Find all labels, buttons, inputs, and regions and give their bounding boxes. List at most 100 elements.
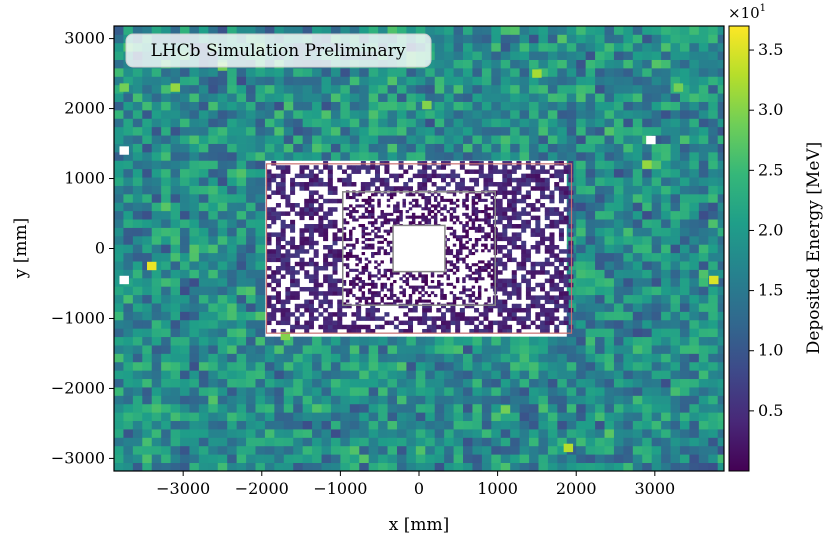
heatmap-cell [717, 126, 724, 136]
heatmap-cell [266, 177, 272, 183]
heatmap-cell [642, 303, 653, 312]
heatmap-cell [576, 135, 587, 144]
heatmap-cell [389, 260, 394, 264]
heatmap-cell [396, 26, 407, 35]
heatmap-cell [378, 336, 388, 346]
heatmap-cell [549, 299, 555, 305]
heatmap-cell [198, 395, 209, 405]
heatmap-cell [547, 34, 558, 44]
heatmap-cell [529, 420, 539, 430]
heatmap-cell [274, 126, 285, 136]
heatmap-cell [379, 316, 385, 321]
heatmap-cell [285, 316, 291, 321]
heatmap-cell [661, 370, 671, 380]
heatmap-cell [566, 118, 577, 128]
heatmap-cell [389, 274, 394, 278]
heatmap-cell [349, 420, 360, 430]
heatmap-cell [349, 243, 353, 247]
heatmap-cell [396, 296, 400, 300]
heatmap-cell [670, 101, 681, 111]
heatmap-cell [255, 277, 266, 287]
heatmap-cell [123, 185, 134, 195]
heatmap-cell [632, 76, 643, 86]
heatmap-cell [180, 93, 190, 102]
heatmap-cell [426, 328, 432, 334]
heatmap-cell [361, 268, 366, 272]
heatmap-cell [455, 257, 460, 261]
heatmap-cell [275, 211, 281, 216]
heatmap-cell [717, 328, 724, 338]
heatmap-cell [540, 169, 546, 174]
heatmap-cell [161, 84, 171, 94]
heatmap-cell [227, 101, 238, 111]
heatmap-cell [337, 249, 343, 254]
heatmap-cell [255, 202, 266, 212]
heatmap-cell [398, 328, 404, 334]
heatmap-cell [114, 42, 124, 52]
heatmap-cell [708, 387, 719, 396]
heatmap-cell [285, 240, 291, 246]
heatmap-cell [557, 101, 568, 111]
heatmap-cell [566, 109, 577, 119]
heatmap-cell [337, 324, 343, 330]
heatmap-cell [642, 126, 653, 136]
heatmap-cell [511, 291, 517, 296]
heatmap-cell [227, 387, 238, 396]
heatmap-cell [246, 219, 256, 228]
heatmap-cell [114, 126, 124, 136]
heatmap-cell [227, 202, 238, 212]
heatmap-cell [670, 59, 681, 69]
heatmap-cell [132, 454, 143, 464]
heatmap-cell [340, 76, 351, 86]
heatmap-cell [412, 303, 418, 309]
heatmap-cell [469, 177, 475, 183]
heatmap-cell [566, 336, 577, 346]
heatmap-cell [519, 387, 530, 396]
heatmap-cell [502, 245, 508, 250]
heatmap-cell [264, 353, 275, 363]
heatmap-cell [497, 207, 503, 212]
heatmap-cell [302, 26, 313, 35]
colorbar-ticks: 0.51.01.52.02.53.03.5 [749, 40, 783, 420]
heatmap-cell [519, 462, 530, 471]
heatmap-cell [472, 420, 483, 430]
heatmap-cell [236, 345, 247, 354]
heatmap-cell [227, 168, 238, 178]
heatmap-cell [180, 303, 190, 312]
heatmap-cell [566, 370, 577, 380]
heatmap-cell [500, 454, 511, 464]
heatmap-cell [661, 303, 671, 312]
heatmap-cell [246, 126, 256, 136]
heatmap-cell [452, 243, 457, 247]
heatmap-cell [355, 204, 359, 208]
heatmap-cell [361, 296, 366, 300]
heatmap-cell [280, 165, 286, 170]
heatmap-cell [547, 412, 558, 422]
heatmap-cell [576, 185, 587, 195]
heatmap-cell [132, 76, 143, 86]
heatmap-cell [368, 387, 379, 396]
heatmap-cell [604, 151, 615, 161]
x-tick-label: 3000 [634, 479, 675, 498]
heatmap-cell [358, 299, 362, 303]
heatmap-cell [497, 186, 503, 191]
heatmap-cell [180, 336, 190, 346]
heatmap-cell [361, 293, 366, 298]
heatmap-cell [661, 151, 671, 161]
heatmap-cell [380, 235, 384, 239]
heatmap-cell [132, 151, 143, 161]
heatmap-cell [595, 185, 605, 195]
heatmap-cell [502, 324, 508, 330]
heatmap-cell [378, 445, 388, 455]
heatmap-cell [393, 299, 397, 303]
heatmap-cell [717, 168, 724, 178]
heatmap-cell [321, 412, 332, 422]
heatmap-cell [679, 261, 690, 270]
heatmap-cell [330, 378, 341, 388]
heatmap-cell [180, 160, 190, 170]
heatmap-cell [459, 312, 465, 317]
heatmap-cell [421, 293, 425, 298]
heatmap-cell [679, 429, 690, 438]
heatmap-cell [217, 177, 228, 186]
heatmap-cell [544, 207, 550, 212]
